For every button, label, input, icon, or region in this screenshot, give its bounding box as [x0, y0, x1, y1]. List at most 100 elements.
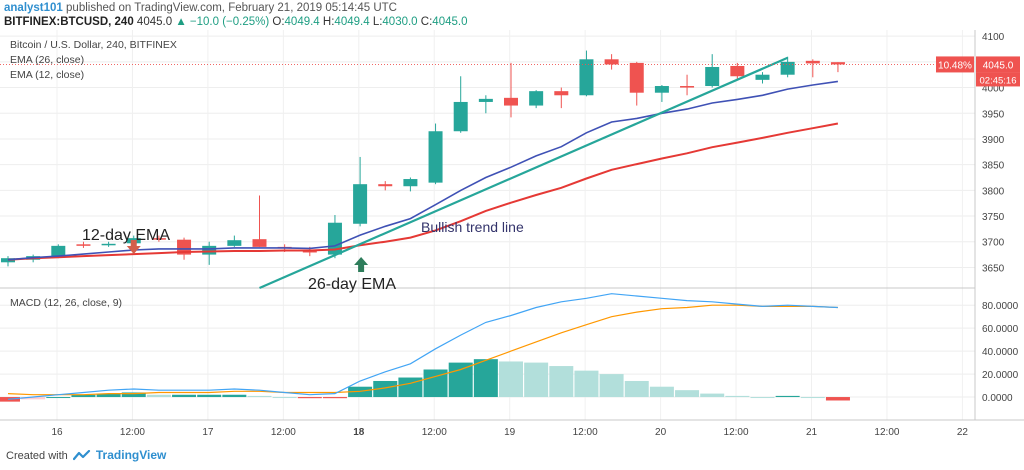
macd-histogram-bar	[71, 394, 96, 398]
macd-histogram-bar	[222, 394, 247, 398]
macd-histogram-bar	[800, 397, 825, 399]
legend-ema12[interactable]: EMA (12, close)	[10, 69, 84, 81]
author-link[interactable]: analyst101	[4, 2, 63, 14]
macd-histogram-bar	[247, 395, 272, 398]
tradingview-logo-icon	[72, 449, 90, 460]
candle-body	[252, 239, 267, 247]
macd-histogram-bar	[750, 397, 775, 399]
macd-line	[7, 293, 838, 400]
close-label: C:	[420, 16, 433, 28]
bullish-trend-line	[259, 56, 789, 290]
time-tick-label: 12:00	[724, 427, 749, 438]
price-tick-label: 3850	[982, 161, 1005, 172]
macd-histogram-bar	[398, 377, 423, 398]
candle-body	[378, 184, 393, 187]
candle-body	[453, 101, 468, 132]
macd-histogram-bar	[46, 397, 71, 399]
arrow-up-icon	[354, 257, 369, 272]
footer-brand[interactable]: TradingView	[95, 448, 167, 462]
price-tick-label: 3800	[982, 186, 1005, 197]
macd-tick-label: 0.0000	[982, 393, 1013, 404]
time-tick-label: 17	[202, 427, 214, 438]
candle-body	[504, 97, 518, 106]
price-tick-label: 3700	[982, 238, 1005, 249]
candle-body	[227, 240, 242, 246]
macd-histogram-bar	[624, 380, 649, 398]
change-value: −10.0 (−0.25%)	[189, 16, 270, 28]
time-tick-label: 21	[806, 427, 818, 438]
arrow-down-icon	[126, 240, 141, 254]
price-tick-label: 4100	[982, 32, 1005, 43]
macd-tick-label: 80.0000	[982, 301, 1019, 312]
macd-histogram-bar	[574, 370, 599, 398]
low-label: L:	[372, 16, 383, 28]
chart-title: Bitcoin / U.S. Dollar, 240, BITFINEX	[10, 39, 177, 51]
symbol-label: BITFINEX:BTCUSD, 240	[4, 16, 134, 28]
time-tick-label: 20	[655, 427, 667, 438]
last-price: 4045.0	[136, 16, 173, 28]
close-value: 4045.0	[432, 16, 468, 28]
macd-histogram-bar	[499, 361, 523, 398]
annotation-26-day-ema: 26-day EMA	[308, 276, 396, 293]
macd-histogram-bar	[121, 392, 146, 398]
publish-line: analyst101 published on TradingView.com,…	[4, 1, 397, 16]
high-value: 4049.4	[334, 16, 370, 28]
macd-histogram-bar	[599, 374, 624, 398]
candle-body	[302, 250, 317, 253]
countdown-badge	[976, 72, 1020, 87]
change-up-icon: ▲	[175, 16, 187, 28]
candle-body	[780, 61, 795, 75]
macd-histogram-bar	[373, 380, 398, 398]
chart-area[interactable]: 3650370037503800385039003950400040504100…	[0, 30, 1024, 446]
open-value: 4049.4	[284, 16, 320, 28]
ohlc-line: BITFINEX:BTCUSD, 240 4045.0 ▲ −10.0 (−0.…	[4, 15, 467, 30]
price-tick-label: 3900	[982, 135, 1005, 146]
annotation-12-day-ema: 12-day EMA	[82, 227, 170, 244]
macd-tick-label: 40.0000	[982, 347, 1019, 358]
macd-histogram-bar	[21, 397, 46, 400]
time-tick-label: 16	[51, 427, 63, 438]
low-value: 4030.0	[382, 16, 418, 28]
legend-ema26[interactable]: EMA (26, close)	[10, 54, 84, 66]
price-tick-label: 3650	[982, 263, 1005, 274]
candle-body	[101, 243, 116, 246]
candle-body	[680, 86, 695, 88]
time-tick-label: 12:00	[120, 427, 145, 438]
time-tick-label: 12:00	[271, 427, 296, 438]
published-text: published on TradingView.com, February 2…	[66, 2, 397, 14]
macd-histogram-bar	[322, 397, 347, 399]
candle-body	[1, 258, 15, 263]
macd-histogram-bar	[172, 394, 197, 398]
candle-body	[76, 244, 91, 246]
candle-body	[579, 59, 594, 96]
candle-body	[705, 67, 720, 87]
macd-histogram-bar	[272, 397, 297, 399]
time-tick-label: 19	[504, 427, 516, 438]
footer: Created with TradingView	[6, 448, 166, 463]
time-tick-label: 22	[957, 427, 969, 438]
macd-histogram-bar	[725, 395, 750, 398]
macd-histogram-bar	[524, 362, 549, 398]
macd-histogram-bar	[473, 359, 498, 398]
countdown-label: 02:45:16	[980, 75, 1017, 86]
candle-body	[830, 62, 845, 65]
candle-body	[177, 239, 192, 255]
macd-histogram-bar	[549, 366, 574, 398]
open-label: O:	[272, 16, 285, 28]
candle-body	[805, 60, 820, 64]
time-tick-label: 12:00	[874, 427, 899, 438]
candle-body	[428, 131, 443, 183]
candle-body	[730, 65, 745, 77]
price-tick-label: 3950	[982, 109, 1005, 120]
macd-histogram-bar	[146, 394, 171, 398]
macd-histogram-bar	[297, 397, 322, 399]
macd-histogram-bar	[700, 393, 725, 398]
macd-tick-label: 20.0000	[982, 370, 1019, 381]
macd-histogram-bar	[775, 395, 800, 398]
macd-histogram-bar	[675, 390, 700, 398]
candle-body	[51, 245, 66, 257]
candle-body	[554, 91, 569, 96]
candle-body	[478, 98, 493, 102]
candle-body	[202, 245, 217, 255]
time-tick-label: 12:00	[422, 427, 447, 438]
